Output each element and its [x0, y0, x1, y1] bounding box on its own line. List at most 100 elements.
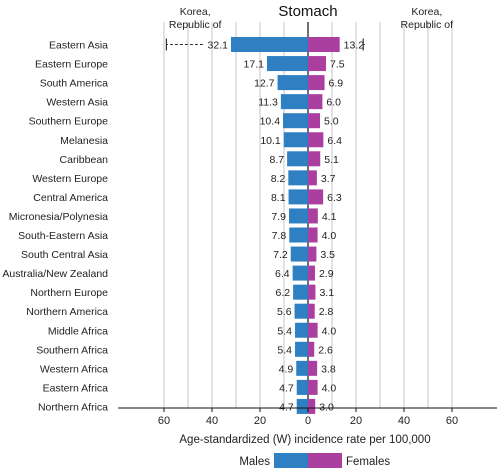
data-label-females: 4.0 — [322, 382, 337, 394]
data-label-males: 5.4 — [277, 344, 292, 356]
data-label-females: 3.5 — [320, 249, 335, 261]
x-tick-label: 40 — [206, 415, 218, 427]
data-label-females: 13.2 — [344, 40, 365, 52]
data-label-females: 4.0 — [322, 325, 337, 337]
bar-females — [308, 94, 323, 110]
category-label: Australia/New Zealand — [2, 268, 108, 280]
bar-males — [296, 398, 308, 414]
data-label-males: 7.2 — [273, 249, 288, 261]
category-label: South Central Asia — [21, 249, 108, 261]
category-label: Eastern Asia — [49, 40, 108, 52]
x-tick-label: 20 — [350, 415, 362, 427]
data-label-males: 4.9 — [279, 363, 294, 375]
bar-females — [308, 322, 318, 338]
x-axis-title: Age-standardized (W) incidence rate per … — [179, 434, 430, 446]
bar-females — [308, 265, 315, 281]
data-label-males: 7.9 — [271, 211, 286, 223]
bar-males — [283, 113, 308, 129]
bar-males — [280, 94, 308, 110]
data-label-females: 6.9 — [329, 78, 344, 90]
x-axis: 60 40 20 0 20 40 60 — [118, 407, 497, 427]
bars — [230, 37, 340, 414]
bar-males — [294, 303, 308, 319]
bar-females — [308, 360, 318, 376]
legend: Males Females — [239, 453, 390, 468]
category-label: Northern Africa — [38, 401, 108, 413]
data-label-males: 11.3 — [258, 97, 278, 109]
data-label-males: 10.4 — [260, 116, 281, 128]
category-label: Western Europe — [32, 173, 108, 185]
data-label-females: 2.9 — [319, 268, 334, 280]
data-label-males: 7.8 — [272, 230, 287, 242]
data-label-males: 10.1 — [260, 135, 281, 147]
annotation-text: Korea, — [180, 6, 211, 18]
bar-females — [308, 341, 315, 357]
data-label-females: 3.1 — [319, 287, 334, 299]
legend-swatch-females — [308, 453, 342, 468]
data-label-females: 2.8 — [319, 306, 334, 318]
x-tick-label: 60 — [158, 415, 170, 427]
data-label-females: 3.0 — [319, 401, 334, 413]
data-label-males: 8.2 — [271, 173, 286, 185]
category-label: Eastern Europe — [35, 59, 108, 71]
data-label-females: 6.0 — [326, 97, 341, 109]
legend-swatch-males — [274, 453, 308, 468]
bar-females — [308, 151, 321, 167]
data-label-males: 4.7 — [279, 382, 294, 394]
data-label-males: 8.7 — [270, 154, 285, 166]
bar-females — [308, 246, 317, 262]
x-tick-label: 40 — [398, 415, 410, 427]
category-label: Southern Africa — [36, 344, 108, 356]
bar-males — [289, 208, 308, 224]
bar-males — [296, 379, 308, 395]
bar-males — [288, 189, 308, 205]
annotation-text: Republic of — [401, 19, 454, 31]
annotation-text: Republic of — [169, 19, 222, 31]
bar-males — [288, 170, 308, 186]
bar-females — [308, 208, 318, 224]
category-label: Middle Africa — [48, 325, 108, 337]
bar-females — [308, 303, 315, 319]
bar-females — [308, 379, 318, 395]
category-labels: Eastern Asia Eastern Europe South America W… — [2, 40, 108, 414]
x-tick-label: 0 — [305, 415, 311, 427]
category-label: Western Africa — [40, 363, 108, 375]
category-label: Western Asia — [46, 97, 108, 109]
data-label-females: 5.1 — [324, 154, 339, 166]
legend-label-females: Females — [346, 456, 390, 468]
bar-males — [295, 341, 308, 357]
category-label: South-Eastern Asia — [18, 230, 108, 242]
bar-females — [308, 113, 320, 129]
category-label: Micronesia/Polynesia — [9, 211, 108, 223]
bar-females — [308, 56, 326, 72]
data-label-females: 5.0 — [324, 116, 339, 128]
bar-males — [293, 284, 308, 300]
data-label-females: 3.8 — [321, 363, 336, 375]
bar-females — [308, 227, 318, 243]
bar-females — [308, 189, 324, 205]
bar-females — [308, 170, 317, 186]
bar-males — [283, 132, 308, 148]
bar-females — [308, 75, 325, 91]
bar-males — [289, 227, 308, 243]
legend-label-males: Males — [239, 456, 270, 468]
bar-males — [230, 37, 308, 52]
bar-males — [295, 322, 308, 338]
bar-males — [296, 360, 308, 376]
data-label-females: 4.1 — [322, 211, 337, 223]
bar-males — [266, 56, 308, 72]
bar-females — [308, 132, 324, 148]
data-label-males: 12.7 — [254, 78, 275, 90]
data-label-females: 2.6 — [318, 344, 333, 356]
bar-females — [308, 37, 340, 52]
data-label-males: 17.1 — [244, 59, 265, 71]
category-label: Caribbean — [60, 154, 109, 166]
category-label: Northern Europe — [30, 287, 108, 299]
data-label-males: 8.1 — [271, 192, 286, 204]
data-label-males: 4.7 — [279, 401, 294, 413]
data-label-females: 6.3 — [327, 192, 342, 204]
bar-females — [308, 284, 316, 300]
bar-males — [277, 75, 308, 91]
